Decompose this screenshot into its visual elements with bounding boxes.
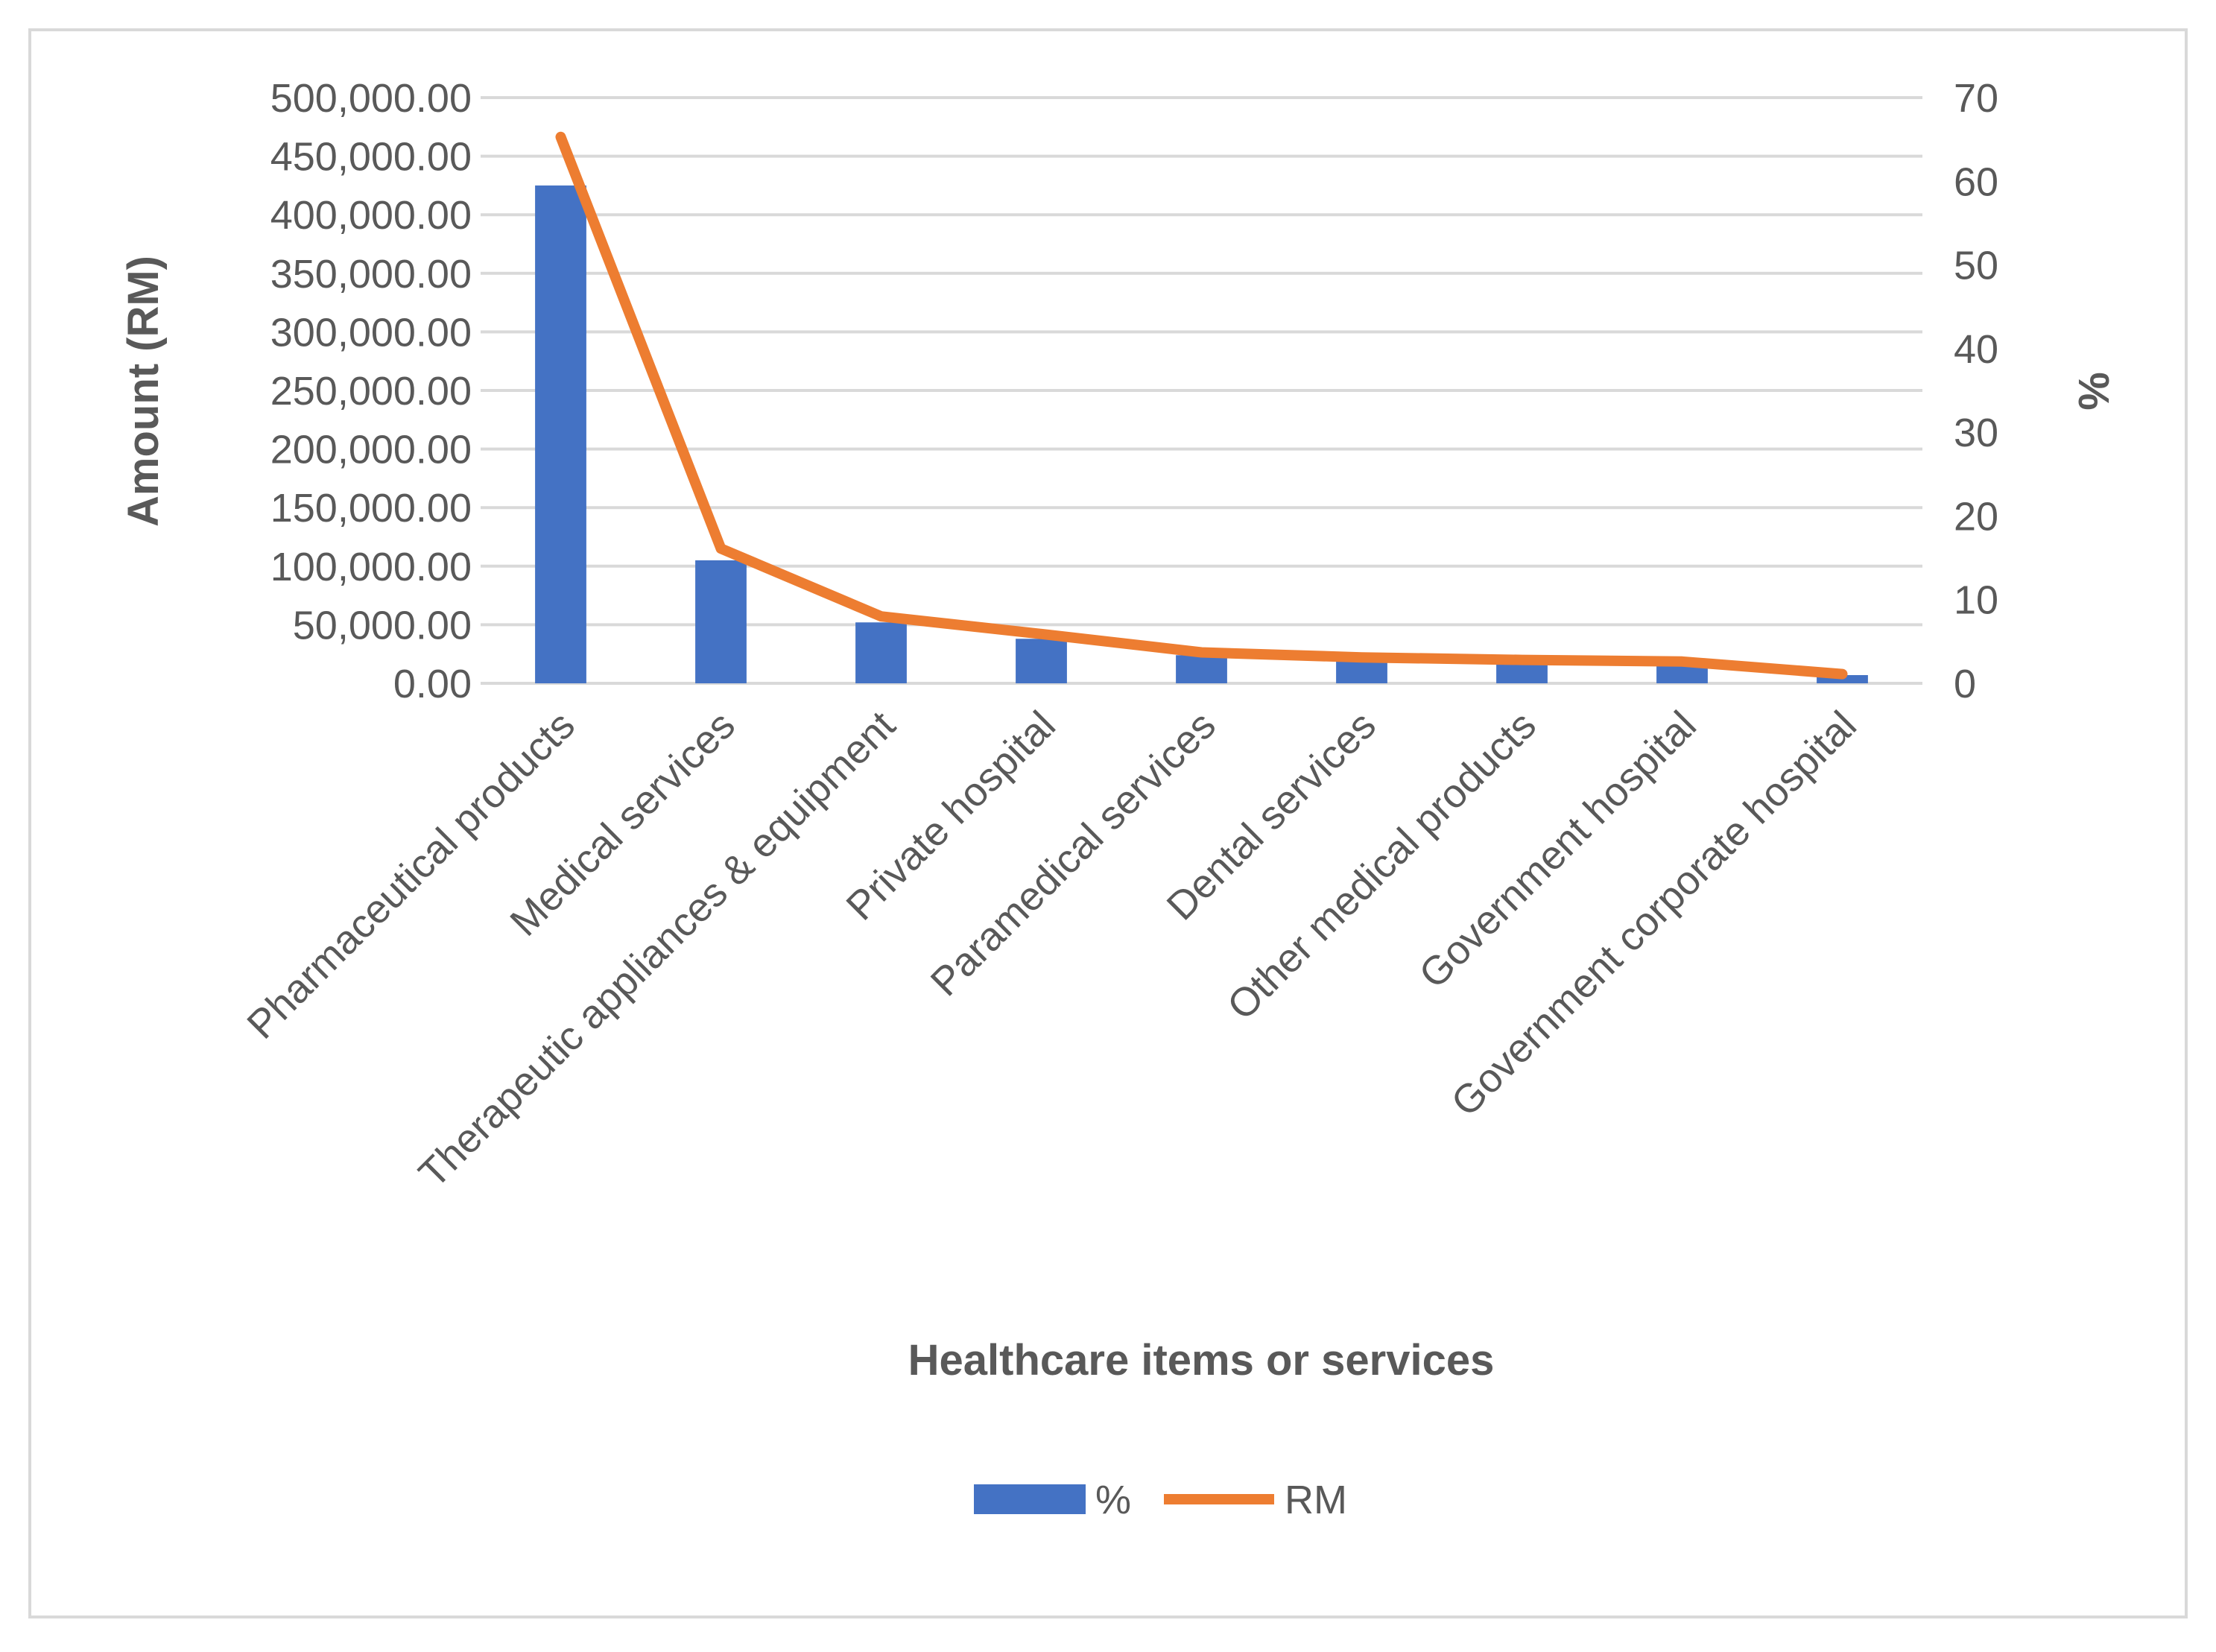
bar — [855, 622, 907, 683]
line-point — [1201, 651, 1202, 653]
line-point — [560, 136, 561, 138]
y-tick-label: 300,000.00 — [270, 310, 472, 355]
y-axis-title: Amount (RM) — [119, 256, 168, 527]
y2-tick-label: 10 — [1954, 578, 1998, 623]
y2-tick-label: 0 — [1954, 662, 1976, 706]
legend-label-rm: RM — [1285, 1478, 1347, 1522]
left-y-axis: 0.00 50,000.00 100,000.00 150,000.00 200,000… — [270, 76, 472, 706]
line-series — [555, 131, 1848, 680]
bar — [535, 185, 586, 683]
bar — [1496, 662, 1548, 683]
y2-axis-title: % — [2069, 372, 2118, 411]
y2-tick-label: 70 — [1954, 76, 1998, 121]
y2-tick-label: 60 — [1954, 159, 1998, 204]
y-tick-label: 500,000.00 — [270, 76, 472, 121]
right-y-axis: 0 10 20 30 40 50 60 70 — [1954, 76, 1998, 706]
line-point — [1361, 656, 1362, 658]
bar — [1336, 659, 1387, 683]
legend-swatch-percent — [974, 1484, 1086, 1514]
y-tick-label: 250,000.00 — [270, 369, 472, 414]
bar — [695, 560, 747, 683]
y2-tick-label: 20 — [1954, 494, 1998, 539]
legend: % RM — [974, 1478, 1347, 1522]
y-tick-label: 100,000.00 — [270, 545, 472, 589]
y-tick-label: 150,000.00 — [270, 486, 472, 531]
y2-tick-label: 30 — [1954, 411, 1998, 455]
bar — [1016, 639, 1067, 683]
chart-border — [28, 28, 2188, 1618]
y-tick-label: 50,000.00 — [293, 603, 472, 648]
y-tick-label: 400,000.00 — [270, 193, 472, 238]
bar — [1176, 655, 1227, 683]
line-point — [1041, 633, 1042, 635]
y2-tick-label: 40 — [1954, 327, 1998, 372]
y-tick-label: 450,000.00 — [270, 135, 472, 180]
bar-series — [535, 185, 1868, 683]
y-tick-label: 0.00 — [393, 662, 472, 706]
y-tick-label: 200,000.00 — [270, 428, 472, 472]
y-tick-label: 350,000.00 — [270, 252, 472, 297]
x-axis-title: Healthcare items or services — [908, 1336, 1495, 1384]
y2-tick-label: 50 — [1954, 244, 1998, 288]
legend-label-percent: % — [1095, 1478, 1131, 1522]
